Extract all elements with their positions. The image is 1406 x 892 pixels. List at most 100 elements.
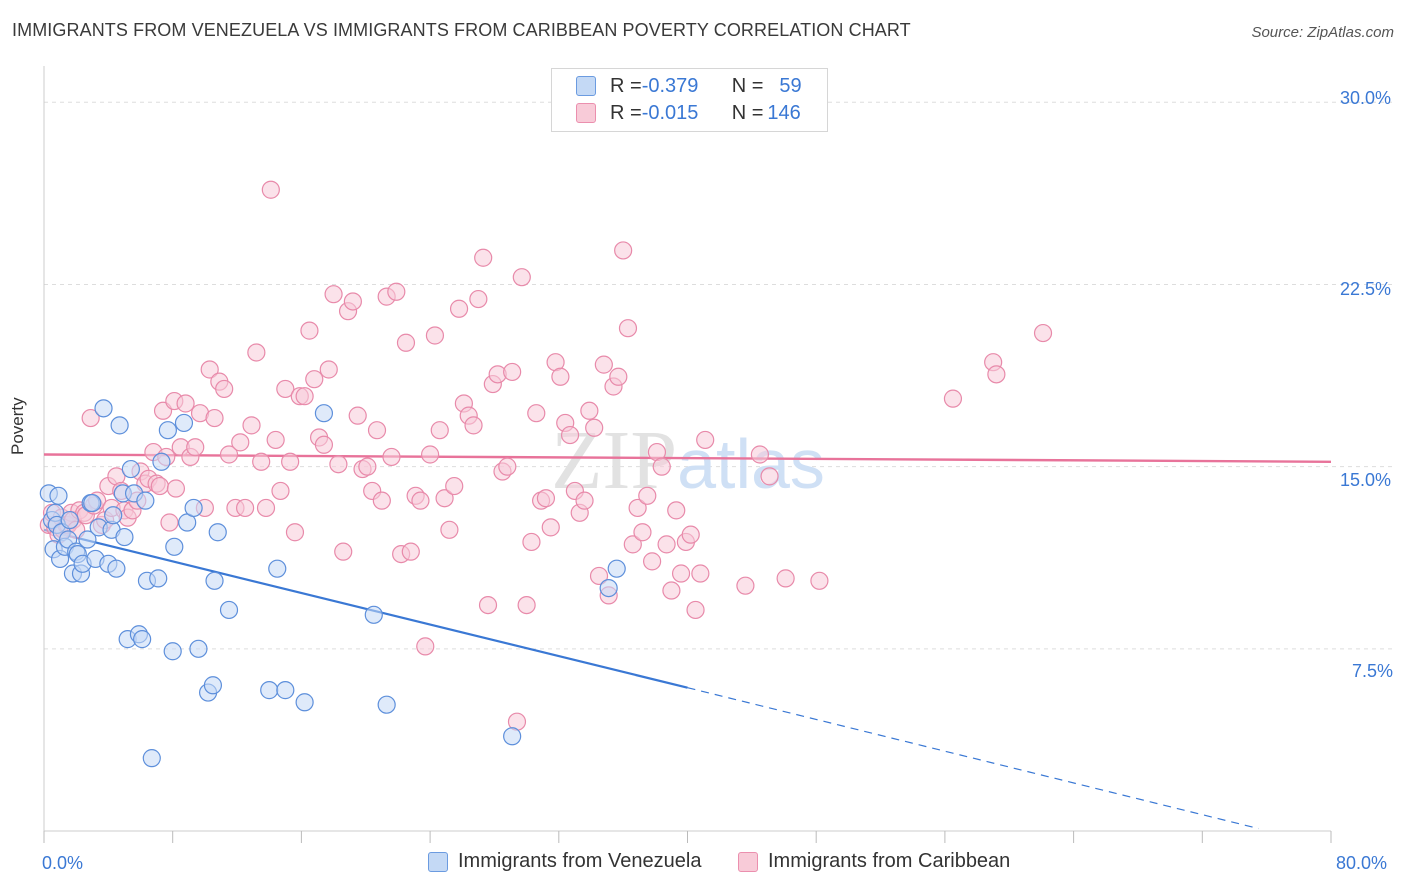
caribbean-point [943,389,963,408]
venezuela-point [133,630,152,649]
caribbean-point [750,445,769,464]
legend-n-label: N = [731,74,764,97]
caribbean-point [247,343,266,362]
venezuela-point [83,493,102,513]
caribbean-point [440,520,459,539]
caribbean-point [810,571,829,590]
caribbean-point [686,600,705,620]
caribbean-point [285,523,305,542]
venezuela-point [149,569,168,588]
legend-n-value: 146 [767,101,801,124]
venezuela-point [607,559,626,578]
caribbean-point [696,430,715,450]
caribbean-point [594,355,613,374]
caribbean-point [219,445,239,464]
y-axis-label: Poverty [8,397,27,455]
caribbean-point [536,489,556,508]
caribbean-point [387,282,406,301]
venezuela-point [121,459,140,479]
caribbean-point [503,362,522,382]
venezuela-point [260,681,279,700]
caribbean-point [633,523,652,542]
caribbean-point [81,408,100,428]
y-tick-7-5: 7.5% [1352,661,1394,681]
venezuela-point [115,527,134,547]
venezuela-point [163,642,182,661]
legend-n-label: N = [731,101,764,124]
caribbean-point [372,491,391,510]
venezuela-point [377,695,396,714]
source-label: Source: ZipAtlas.com [1251,24,1394,41]
caribbean-point [256,498,276,518]
x-tick-min: 0.0% [42,853,84,873]
caribbean-point [314,435,334,454]
caribbean-point [215,379,234,399]
caribbean-point [736,576,755,595]
venezuela-trend-extension [687,687,1259,830]
venezuela-point [208,523,227,542]
legend-swatch-blue [576,76,596,96]
caribbean-point [681,525,700,544]
legend-swatch-pink [738,851,758,872]
legend-row-venezuela: R = -0.379 N = 59 [576,73,802,99]
caribbean-point [638,486,657,505]
venezuela-point [165,537,184,556]
legend-swatch-pink [576,103,596,123]
caribbean-point [324,285,343,304]
venezuela-point [189,639,208,658]
caribbean-point [575,491,594,510]
venezuela-point [364,605,383,624]
caribbean-point [358,457,377,476]
caribbean-point [421,445,440,464]
caribbean-point [276,379,295,399]
caribbean-point [449,299,469,318]
caribbean-point [252,452,271,471]
caribbean-point [464,416,483,435]
caribbean-point [652,457,671,476]
caribbean-point [667,501,686,520]
caribbean-point [628,498,647,518]
caribbean-point [445,476,464,496]
legend-r-value: -0.015 [641,101,699,124]
legend-item-label: Immigrants from Caribbean [768,850,1011,872]
caribbean-point [281,452,300,471]
caribbean-point [411,491,430,510]
legend-r-label: R = [610,101,642,124]
caribbean-point [305,370,324,389]
axes [43,66,1332,843]
caribbean-point [614,241,633,260]
caribbean-point [662,581,681,600]
legend-swatch-blue [428,851,448,872]
caribbean-point [242,416,261,435]
legend-item-label: Immigrants from Venezuela [458,850,702,872]
caribbean-point [657,535,676,554]
caribbean-point [474,248,493,267]
caribbean-point [166,479,186,498]
caribbean-point [541,518,560,537]
venezuela-point [184,498,203,518]
venezuela-point [219,600,239,620]
caribbean-point [585,418,604,437]
caribbean-point [348,406,367,425]
caribbean-point [235,498,255,518]
y-tick-22-5: 22.5% [1340,279,1392,299]
caribbean-point [329,455,348,474]
caribbean-point [522,532,541,552]
caribbean-point [560,425,580,445]
caribbean-point [367,421,387,440]
y-tick-30: 30.0% [1340,88,1392,108]
caribbean-point [343,292,362,311]
venezuela-trend-line [43,528,688,689]
venezuela-point [503,727,522,746]
caribbean-point [512,268,531,287]
venezuela-point [142,749,161,768]
caribbean-point [1033,323,1053,343]
caribbean-point [266,430,285,450]
caribbean-point [261,180,280,199]
venezuela-point [60,510,79,530]
legend-n-value: 59 [779,74,802,97]
caribbean-point [760,467,779,486]
caribbean-point [551,367,570,386]
venezuela-point [314,404,334,423]
caribbean-point [416,637,435,656]
